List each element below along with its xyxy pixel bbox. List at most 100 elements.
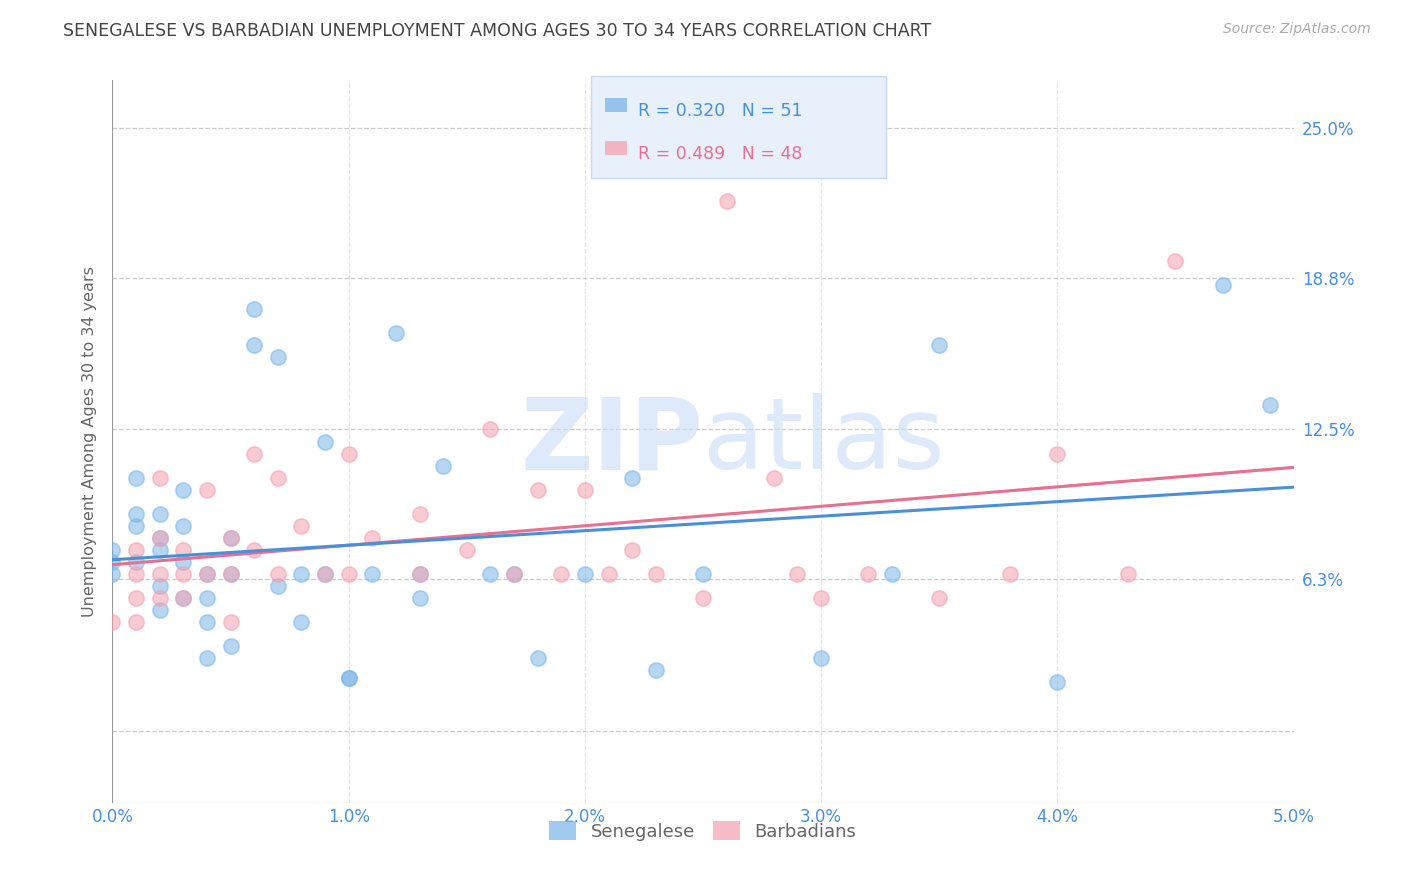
Point	[928, 591, 950, 606]
Point	[1046, 446, 1069, 460]
Point	[408, 567, 430, 582]
Point	[503, 567, 526, 582]
Text: R = 0.489   N = 48: R = 0.489 N = 48	[638, 145, 803, 163]
Point	[125, 542, 148, 557]
Point	[149, 507, 172, 521]
Point	[314, 567, 336, 582]
Point	[1212, 277, 1234, 292]
Point	[267, 471, 290, 485]
Point	[337, 671, 360, 685]
Text: Source: ZipAtlas.com: Source: ZipAtlas.com	[1223, 22, 1371, 37]
Point	[408, 567, 430, 582]
Point	[125, 518, 148, 533]
Point	[125, 507, 148, 521]
Point	[149, 591, 172, 606]
Point	[337, 671, 360, 685]
Point	[149, 471, 172, 485]
Point	[880, 567, 903, 582]
Point	[267, 350, 290, 364]
Point	[644, 664, 666, 678]
Point	[172, 567, 194, 582]
Point	[195, 567, 218, 582]
Point	[149, 579, 172, 593]
Point	[149, 531, 172, 545]
Point	[408, 591, 430, 606]
Point	[243, 446, 266, 460]
Text: R = 0.320   N = 51: R = 0.320 N = 51	[638, 103, 803, 120]
Point	[219, 639, 242, 653]
Text: ZIP: ZIP	[520, 393, 703, 490]
Point	[125, 591, 148, 606]
Point	[195, 567, 218, 582]
Point	[1164, 253, 1187, 268]
Point	[172, 555, 194, 569]
Point	[574, 567, 596, 582]
Point	[692, 591, 714, 606]
Point	[219, 615, 242, 630]
Point	[692, 567, 714, 582]
Point	[928, 338, 950, 352]
Point	[479, 567, 502, 582]
Point	[195, 615, 218, 630]
Point	[385, 326, 408, 341]
Point	[219, 531, 242, 545]
Point	[290, 518, 312, 533]
Point	[267, 567, 290, 582]
Point	[432, 458, 454, 473]
Point	[243, 301, 266, 317]
Point	[503, 567, 526, 582]
Point	[314, 434, 336, 449]
Point	[456, 542, 478, 557]
Point	[267, 579, 290, 593]
Point	[195, 483, 218, 497]
Point	[219, 567, 242, 582]
Point	[810, 591, 832, 606]
Point	[149, 531, 172, 545]
Point	[526, 651, 548, 665]
Point	[172, 483, 194, 497]
Point	[1258, 398, 1281, 412]
Point	[149, 542, 172, 557]
Point	[195, 591, 218, 606]
Point	[550, 567, 572, 582]
Point	[101, 555, 124, 569]
Point	[101, 542, 124, 557]
Point	[314, 567, 336, 582]
Point	[101, 567, 124, 582]
Point	[243, 338, 266, 352]
Point	[361, 531, 384, 545]
Point	[621, 542, 644, 557]
Point	[219, 567, 242, 582]
Point	[716, 194, 738, 208]
Point	[361, 567, 384, 582]
Point	[172, 591, 194, 606]
Point	[526, 483, 548, 497]
Point	[125, 471, 148, 485]
Point	[195, 651, 218, 665]
Point	[125, 555, 148, 569]
Point	[149, 603, 172, 617]
Point	[337, 567, 360, 582]
Point	[172, 591, 194, 606]
Point	[101, 615, 124, 630]
Point	[858, 567, 880, 582]
Point	[172, 542, 194, 557]
Point	[219, 531, 242, 545]
Point	[337, 446, 360, 460]
Point	[125, 567, 148, 582]
Y-axis label: Unemployment Among Ages 30 to 34 years: Unemployment Among Ages 30 to 34 years	[82, 266, 97, 617]
Point	[762, 471, 785, 485]
Point	[1046, 675, 1069, 690]
Point	[290, 615, 312, 630]
Point	[290, 567, 312, 582]
Point	[621, 471, 644, 485]
Point	[786, 567, 808, 582]
Point	[598, 567, 620, 582]
Point	[1116, 567, 1139, 582]
Point	[644, 567, 666, 582]
Point	[408, 507, 430, 521]
Point	[479, 423, 502, 437]
Point	[172, 518, 194, 533]
Point	[574, 483, 596, 497]
Point	[243, 542, 266, 557]
